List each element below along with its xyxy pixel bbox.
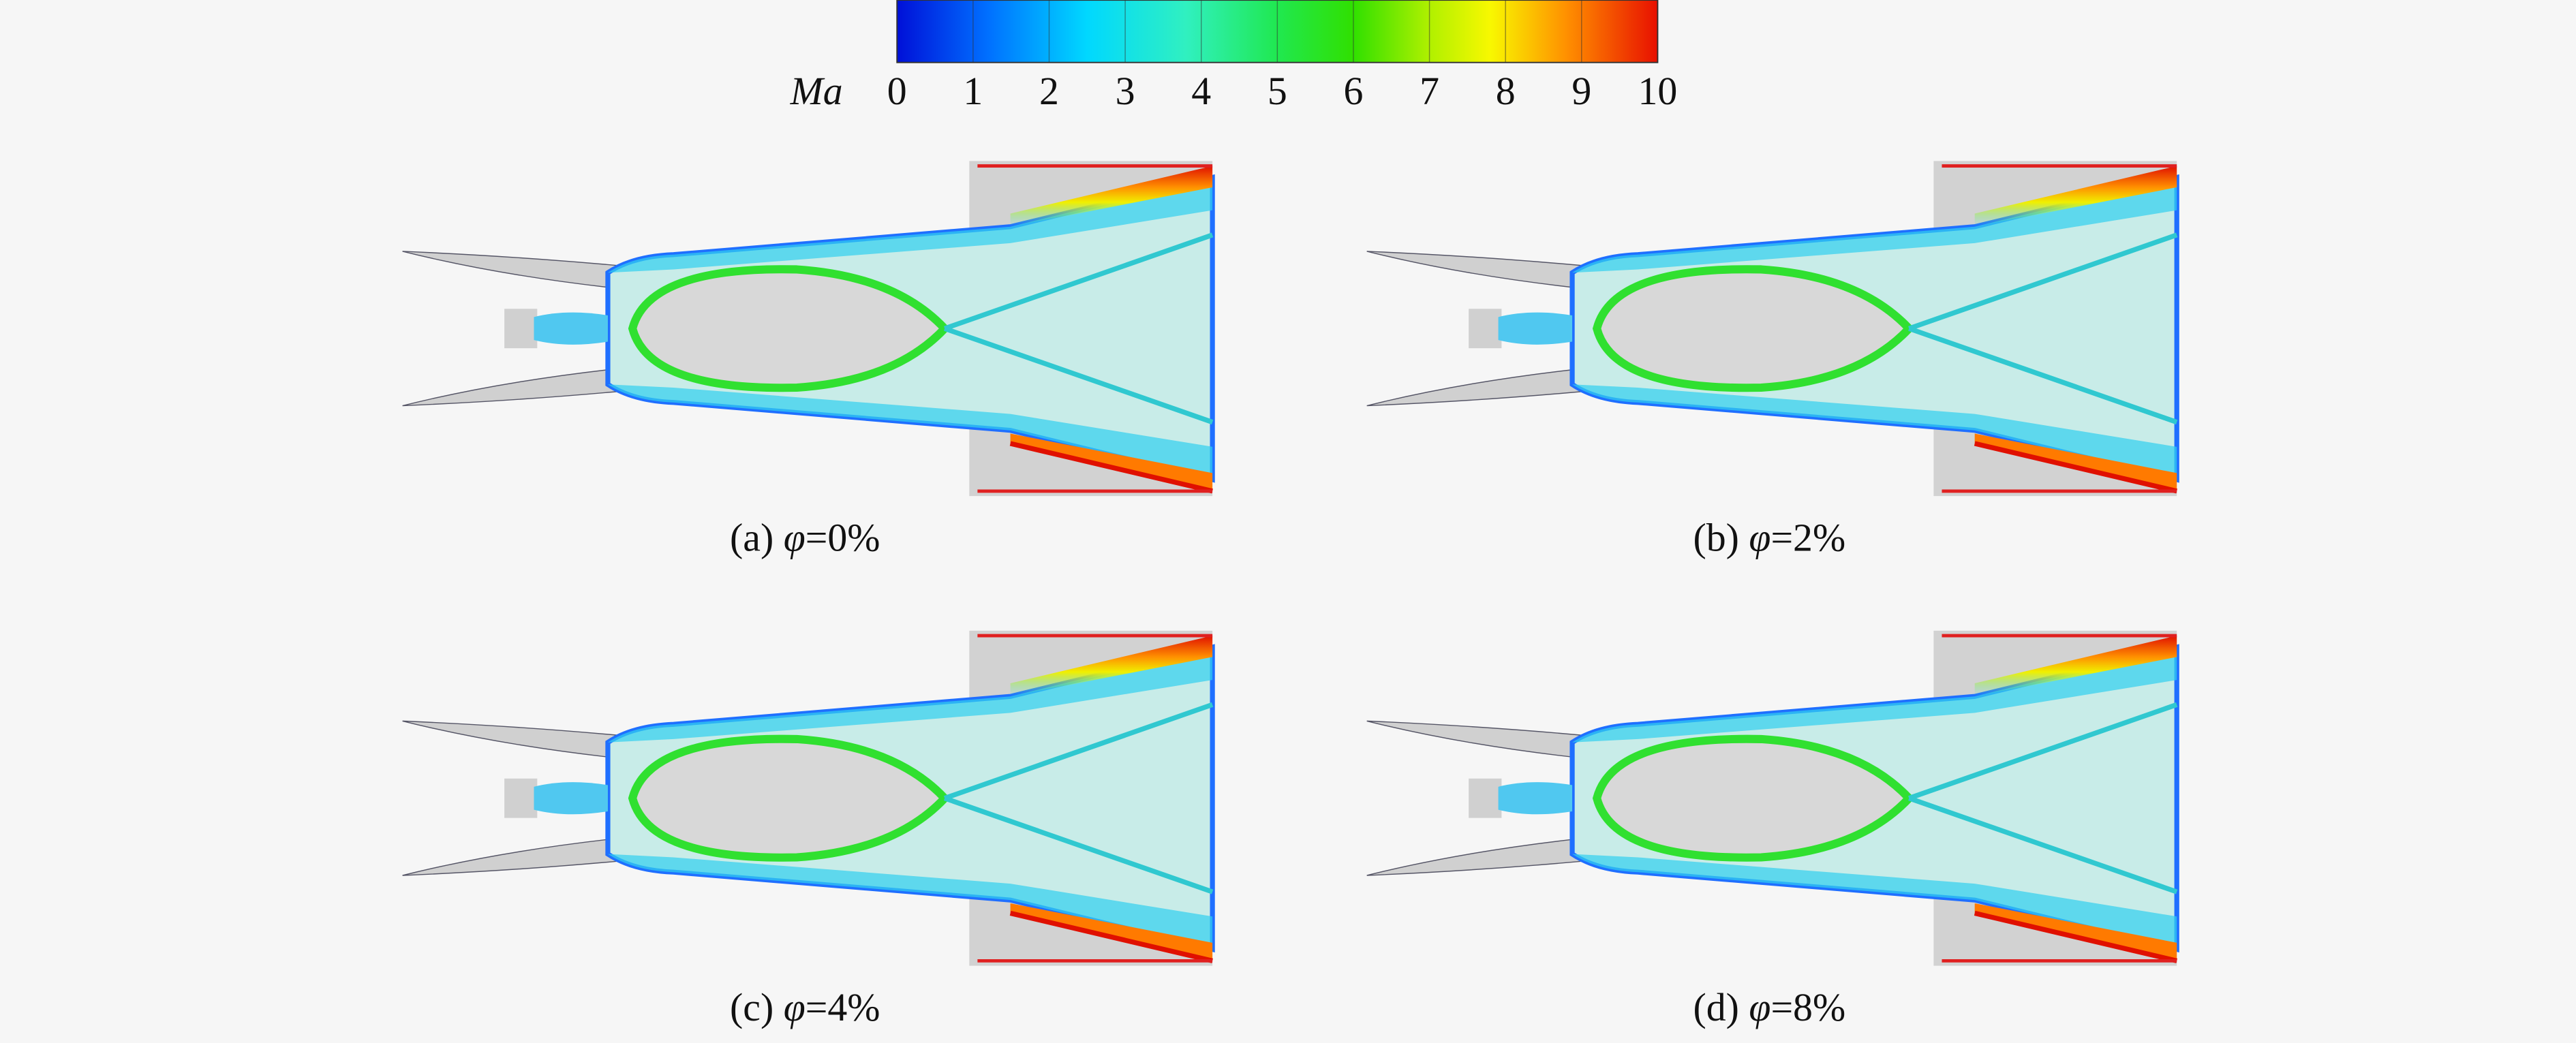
caption-value: =0% — [806, 516, 880, 560]
panel-caption: (c) φ=4% — [730, 985, 880, 1029]
panel-caption: (b) φ=2% — [1693, 516, 1846, 560]
colorbar-tick-label: 7 — [1420, 69, 1439, 113]
caption-variable: φ — [784, 985, 806, 1029]
caption-value: =4% — [806, 985, 880, 1029]
colorbar-tick-label: 8 — [1496, 69, 1516, 113]
contour-plot — [1367, 161, 2177, 509]
caption-variable: φ — [1749, 516, 1770, 560]
panel-caption: (d) φ=8% — [1693, 985, 1846, 1029]
colorbar-tick-label: 2 — [1039, 69, 1059, 113]
caption-letter: (c) — [730, 985, 773, 1029]
caption-variable: φ — [1749, 985, 1770, 1029]
colorbar-tick-label: 0 — [887, 69, 907, 113]
contour-plot — [403, 161, 1212, 509]
caption-letter: (a) — [730, 516, 773, 560]
caption-letter: (b) — [1693, 516, 1739, 560]
caption-value: =8% — [1770, 985, 1845, 1029]
caption-letter: (d) — [1693, 985, 1739, 1029]
contour-plot — [1367, 631, 2177, 979]
colorbar-tick-label: 3 — [1116, 69, 1135, 113]
colorbar-tick-label: 5 — [1268, 69, 1287, 113]
contour-plot — [403, 631, 1212, 979]
colorbar-tick-label: 1 — [963, 69, 983, 113]
panels: (a) φ=0% (b) φ=2%(c) φ=4% (d) φ=8% — [403, 161, 2177, 1029]
colorbar-tick-label: 6 — [1343, 69, 1363, 113]
caption-value: =2% — [1770, 516, 1845, 560]
caption-variable: φ — [784, 516, 806, 560]
colorbar-tick-label: 10 — [1638, 69, 1677, 113]
colorbar-tick-label: 4 — [1191, 69, 1211, 113]
colorbar-tick-label: 9 — [1571, 69, 1591, 113]
colorbar-label: Ma — [790, 69, 843, 113]
panel-caption: (a) φ=0% — [730, 516, 880, 560]
